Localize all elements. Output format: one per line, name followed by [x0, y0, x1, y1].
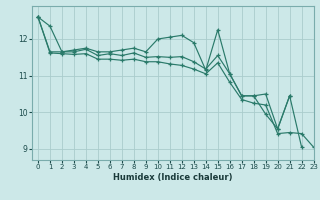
X-axis label: Humidex (Indice chaleur): Humidex (Indice chaleur)	[113, 173, 233, 182]
